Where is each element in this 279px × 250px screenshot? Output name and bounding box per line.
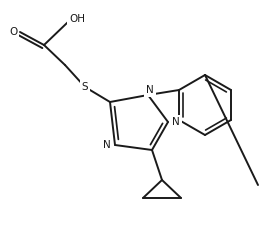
Text: N: N — [172, 117, 180, 127]
Text: S: S — [82, 82, 88, 92]
Text: N: N — [146, 85, 154, 95]
Text: OH: OH — [69, 14, 85, 24]
Text: O: O — [9, 27, 17, 37]
Text: N: N — [103, 140, 111, 150]
